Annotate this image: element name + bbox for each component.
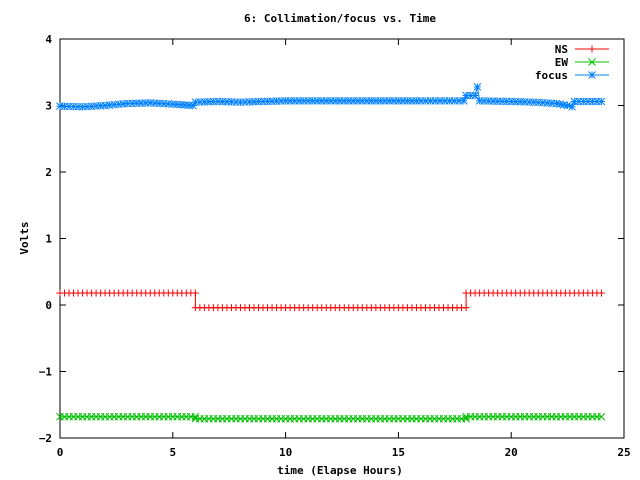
data-point	[191, 289, 199, 297]
y-tick-label: 1	[45, 233, 52, 246]
x-tick-label: 5	[169, 446, 176, 459]
legend-marker	[588, 58, 596, 66]
series-focus	[56, 83, 606, 111]
y-axis-label: Volts	[18, 221, 31, 254]
legend-marker	[588, 71, 596, 79]
y-tick-label: −2	[39, 432, 52, 445]
y-tick-label: 3	[45, 100, 52, 113]
y-tick-label: 2	[45, 166, 52, 179]
legend-label-ew: EW	[555, 56, 569, 69]
series-ew	[56, 412, 606, 423]
y-tick-label: 4	[45, 33, 52, 46]
data-point	[597, 412, 606, 421]
x-tick-label: 15	[392, 446, 405, 459]
chart-title: 6: Collimation/focus vs. Time	[244, 12, 436, 25]
data-point	[597, 289, 605, 297]
legend-label-focus: focus	[535, 69, 568, 82]
data-point	[563, 101, 572, 110]
x-tick-label: 10	[279, 446, 292, 459]
legend-label-ns: NS	[555, 43, 568, 56]
x-axis-label: time (Elapse Hours)	[277, 464, 403, 477]
x-tick-label: 25	[617, 446, 630, 459]
data-point	[473, 83, 482, 91]
data-point	[191, 412, 200, 421]
axis-ticks: 0 5 10 15 20 25 −2 −1 0 1 2 3 4	[39, 33, 631, 459]
y-tick-label: 0	[45, 299, 52, 312]
data-point	[471, 91, 479, 100]
series-ns	[56, 289, 605, 312]
y-tick-label: −1	[39, 366, 53, 379]
data-point	[597, 97, 606, 106]
data-point	[462, 414, 470, 423]
data-point	[462, 304, 470, 312]
x-tick-label: 20	[505, 446, 518, 459]
data-point	[552, 99, 561, 108]
legend-marker	[588, 45, 596, 53]
series-layer	[56, 83, 606, 423]
x-tick-label: 0	[57, 446, 64, 459]
